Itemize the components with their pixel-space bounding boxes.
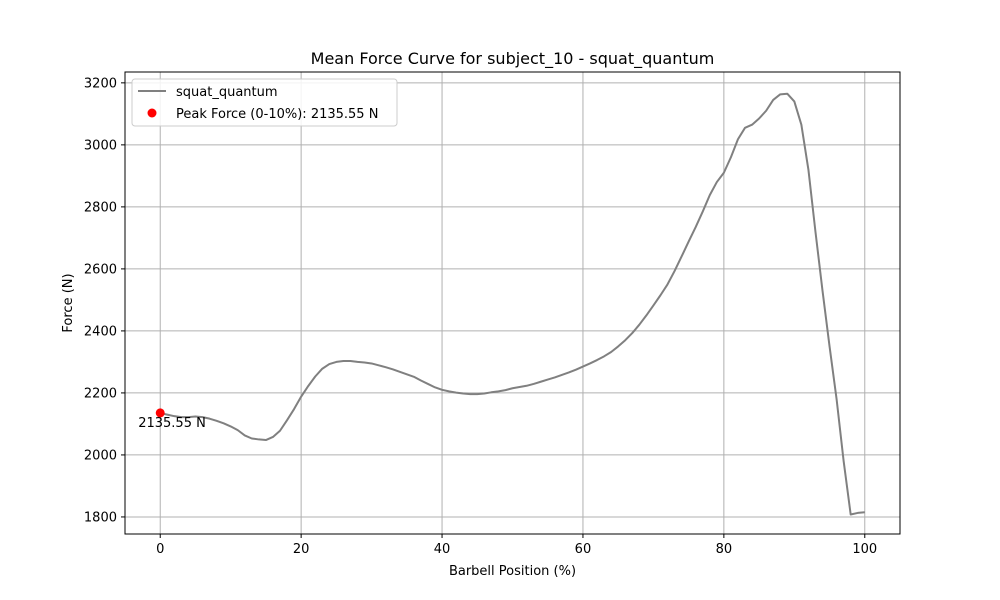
y-axis-title: Force (N)	[61, 273, 76, 332]
legend-series-label: squat_quantum	[176, 85, 278, 100]
y-tick-label: 2000	[84, 448, 117, 463]
x-tick-label: 100	[852, 542, 877, 557]
y-tick-label: 2400	[84, 324, 117, 339]
x-axis-title: Barbell Position (%)	[449, 564, 576, 579]
peak-force-marker	[155, 408, 165, 418]
y-tick-label: 1800	[84, 510, 117, 525]
x-tick-label: 20	[293, 542, 310, 557]
x-tick-label: 40	[434, 542, 451, 557]
plot-frame	[124, 71, 901, 535]
x-tick-label: 0	[156, 542, 164, 557]
legend: squat_quantum Peak Force (0-10%): 2135.5…	[131, 78, 398, 127]
series-layer: 2135.55 N	[138, 92, 865, 516]
y-tick-label: 2800	[84, 200, 117, 215]
chart-title: Mean Force Curve for subject_10 - squat_…	[311, 49, 715, 69]
legend-box	[131, 78, 398, 127]
peak-force-annotation: 2135.55 N	[138, 416, 206, 431]
ticks: 0 20 40 60 80 100 1800 2000 2200 2400 2600 2800 3000…	[84, 76, 877, 557]
y-tick-label: 3000	[84, 138, 117, 153]
y-tick-label: 2200	[84, 386, 117, 401]
y-tick-label: 2600	[84, 262, 117, 277]
legend-peak-label: Peak Force (0-10%): 2135.55 N	[176, 107, 378, 122]
legend-peak-swatch	[147, 108, 157, 118]
series-line-squat_quantum	[160, 92, 865, 516]
x-tick-label: 60	[575, 542, 592, 557]
x-tick-label: 80	[716, 542, 733, 557]
grid	[125, 72, 900, 534]
y-tick-label: 3200	[84, 76, 117, 91]
